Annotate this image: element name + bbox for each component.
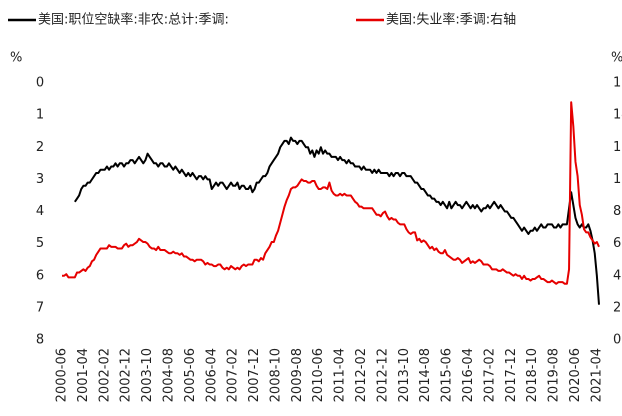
y2-tick-label: 2	[613, 300, 621, 315]
y-tick-label: 2	[36, 140, 44, 155]
y-tick-label: 6	[36, 268, 44, 283]
x-tick-label: 2016-04	[461, 348, 476, 402]
y2-unit: %	[611, 51, 622, 66]
x-tick-label: 2013-10	[397, 348, 412, 402]
x-tick-label: 2005-06	[183, 348, 198, 402]
y2-tick-label: 8	[613, 204, 621, 219]
x-tick-label: 2019-08	[547, 348, 562, 402]
x-tick-label: 2014-08	[418, 348, 433, 402]
x-tick-label: 2003-10	[140, 348, 155, 402]
x-tick-label: 2006-04	[204, 348, 219, 402]
x-tick-label: 2008-10	[268, 348, 283, 402]
data-line	[74, 136, 600, 305]
y2-tick-label: 4	[613, 268, 621, 283]
x-tick-label: 2007-02	[226, 348, 241, 402]
y2-tick-label: 16	[613, 76, 622, 91]
x-tick-label: 2002-12	[119, 348, 134, 402]
y-tick-label: 8	[36, 333, 44, 348]
y-unit: %	[10, 51, 22, 66]
y2-tick-label: 0	[613, 333, 621, 348]
x-tick-label: 2001-04	[76, 348, 91, 402]
y-tick-label: 3	[36, 172, 44, 187]
x-tick-label: 2009-08	[290, 348, 305, 402]
y2-tick-label: 14	[613, 108, 622, 123]
x-tick-label: 2002-02	[97, 348, 112, 402]
y-tick-label: 4	[36, 204, 44, 219]
x-tick-label: 2012-02	[354, 348, 369, 402]
y-tick-label: 5	[36, 236, 44, 251]
x-tick-label: 2015-06	[440, 348, 455, 402]
x-tick-label: 2017-02	[482, 348, 497, 402]
y-tick-label: 1	[36, 108, 44, 123]
y2-tick-label: 12	[613, 140, 622, 155]
x-tick-label: 2017-12	[504, 348, 519, 402]
data-line	[62, 101, 600, 285]
y-tick-label: 7	[36, 300, 44, 315]
x-tick-label: 2021-04	[589, 348, 604, 402]
x-tick-label: 2011-04	[333, 348, 348, 402]
x-tick-label: 2007-12	[247, 348, 262, 402]
y2-tick-label: 6	[613, 236, 621, 251]
y2-tick-label: 10	[613, 172, 622, 187]
legend-label: 美国:职位空缺率:非农:总计:季调:	[38, 12, 229, 28]
x-tick-label: 2000-06	[55, 348, 70, 402]
y-tick-label: 0	[36, 76, 44, 91]
x-tick-label: 2004-08	[161, 348, 176, 402]
x-tick-label: 2012-12	[375, 348, 390, 402]
x-tick-label: 2018-10	[525, 348, 540, 402]
legend-label: 美国:失业率:季调:右轴	[386, 12, 516, 28]
x-tick-label: 2020-06	[568, 348, 583, 402]
x-tick-label: 2010-06	[311, 348, 326, 402]
